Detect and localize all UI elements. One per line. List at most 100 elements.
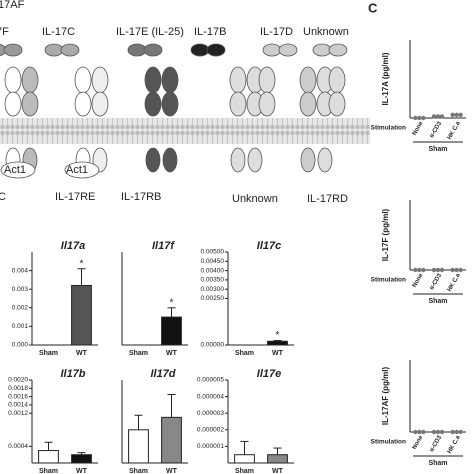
domain-oval [143,43,163,57]
dot [421,429,426,435]
bar [128,429,149,464]
chart-title: Il17b [60,368,85,380]
bar [38,450,59,464]
y-tick-label: 0.0016 [8,393,28,400]
x-tick-label: Sham [129,468,148,474]
domain-oval [91,66,109,94]
y-tick-label: 0.000005 [197,377,224,384]
receptor-label: IL-17RB [121,191,161,203]
ligand-label: Unknown [303,26,349,38]
x-tick-label: α-CD3 [429,272,443,291]
dot [431,267,437,273]
dot [413,429,418,435]
y-tick-label: 0.004 [12,267,29,274]
chart-title: Il17d [150,368,175,380]
domain-oval [258,66,276,94]
dot [417,267,422,273]
domain-oval [161,91,179,117]
domain-oval [162,147,178,173]
x-tick-label: Sham [129,350,148,357]
y-axis-title: IL-17F (pg/ml) [381,208,390,261]
domain-oval [262,43,282,57]
y-tick-label: 0.00350 [201,277,225,284]
domain-oval [300,147,316,173]
y-tick-label: 0.00500 [201,249,225,256]
bar [71,454,92,464]
y-tick-label: 0.00300 [201,286,225,293]
x-tick-label: HK C.a [447,272,462,293]
domain-oval [247,147,263,173]
y-tick-label: 0.002 [12,305,29,312]
dot [431,429,437,435]
y-tick-label: 0.000001 [197,443,224,450]
domain-oval [258,91,276,117]
dot [413,267,418,273]
domain-oval [144,91,162,117]
dot [439,429,445,435]
domain-oval [44,43,64,57]
dot [439,267,445,273]
x-tick-label: HK C.a [447,434,462,455]
y-tick-label: 0.003 [12,286,29,293]
ligand-label: 17AF [0,0,25,11]
domain-oval [91,91,109,117]
x-axis-title: Stimulation [371,277,406,284]
dot [421,115,426,121]
ligand-label: IL-17E (IL-25) [116,26,184,38]
domain-oval [206,43,226,57]
x-tick-label: HK C.a [447,120,462,141]
domain-oval [64,161,100,179]
domain-oval [278,43,298,57]
adaptor-label: Act1 [66,164,88,176]
domain-oval [328,91,346,117]
domain-oval [21,66,39,94]
bar [161,316,182,346]
dot [454,112,459,118]
significance: * [80,258,84,269]
x-tick-label: α-CD3 [429,120,443,139]
receptor-label: Unknown [232,193,278,205]
y-tick-label: 0.0004 [8,443,28,450]
domain-oval [317,147,333,173]
x-axis-title: Stimulation [371,439,406,446]
y-tick-label: 0.000 [12,342,29,349]
ligand-label: IL-17D [260,26,293,38]
bar [161,416,182,464]
domain-oval [229,66,247,94]
x-tick-label: Sham [39,350,58,357]
dot [435,267,441,273]
x-tick-label: None [412,272,425,289]
dot [454,429,459,435]
panel-label: C [368,0,378,15]
domain-oval [74,91,92,117]
y-tick-label: 0.000002 [197,427,224,434]
dot [417,115,422,121]
x-tick-label: α-CD3 [429,434,443,453]
chart-title: Il17f [152,240,175,252]
bar [267,454,288,464]
bar [267,340,288,346]
y-tick-label: 0.000003 [197,410,224,417]
x-tick-label: Sham [235,350,254,357]
x-tick-label: WT [166,350,178,357]
y-tick-label: 0.001 [12,323,29,330]
domain-oval [328,43,348,57]
y-tick-label: 0.00250 [201,295,225,302]
domain-oval [328,66,346,94]
x-tick-label: WT [272,468,284,474]
dot [421,267,426,273]
x-tick-label: WT [166,468,178,474]
domain-oval [4,66,22,94]
domain-oval [74,66,92,94]
y-tick-label: 0.0018 [8,385,28,392]
bar [234,454,255,464]
dot [435,114,441,119]
y-tick-label: 0.00000 [201,342,225,349]
significance: * [276,330,280,341]
membrane [0,118,370,144]
ligand-label: IL-17B [194,26,226,38]
domain-oval [229,91,247,117]
x-tick-label: None [412,120,425,137]
y-tick-label: 0.00400 [201,267,225,274]
